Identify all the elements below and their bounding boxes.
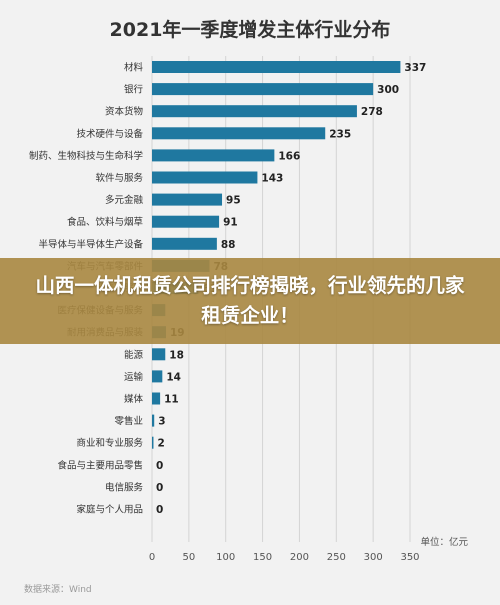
data-label: 0 (156, 460, 163, 472)
data-label: 14 (166, 371, 181, 383)
bar (152, 193, 223, 206)
category-label: 食品、饮料与烟草 (67, 216, 143, 228)
bar (152, 237, 217, 250)
category-label: 资本货物 (105, 106, 144, 118)
category-label: 银行 (124, 84, 144, 96)
chart-title: 2021年一季度增发主体行业分布 (110, 18, 391, 41)
category-label: 商业和专业服务 (76, 437, 143, 449)
unit-label: 单位：亿元 (420, 536, 468, 548)
data-label: 300 (377, 84, 399, 96)
x-tick-label: 100 (216, 552, 235, 563)
x-axis-ticks: 0 50 100 150 200 250 300 350 (149, 552, 420, 563)
bar (152, 61, 401, 73)
data-label: 91 (223, 217, 238, 229)
category-label: 食品与主要用品零售 (57, 459, 143, 471)
category-label: 运输 (124, 371, 144, 383)
bar (152, 414, 155, 427)
data-label: 95 (226, 195, 241, 207)
bar (152, 392, 161, 405)
overlay-banner: 山西一体机租赁公司排行榜揭晓，行业领先的几家租赁企业！ (0, 258, 500, 344)
data-label: 18 (169, 349, 184, 361)
category-label: 媒体 (124, 393, 144, 405)
x-tick-label: 150 (253, 552, 272, 563)
bar (152, 149, 275, 162)
data-label: 166 (278, 150, 300, 162)
x-tick-label: 250 (327, 552, 346, 563)
category-label: 技术硬件与设备 (76, 128, 143, 140)
category-label: 材料 (124, 62, 144, 74)
bar (152, 127, 326, 140)
x-tick-label: 50 (182, 552, 195, 563)
category-label: 软件与服务 (95, 172, 143, 184)
data-label: 235 (329, 128, 351, 140)
data-label: 0 (156, 482, 163, 494)
category-label: 制药、生物科技与生命科学 (29, 150, 143, 162)
category-label: 半导体与半导体生产设备 (38, 238, 143, 250)
overlay-headline: 山西一体机租赁公司排行榜揭晓，行业领先的几家租赁企业！ (35, 274, 465, 327)
x-tick-label: 350 (400, 552, 419, 563)
category-label: 家庭与个人用品 (76, 504, 143, 516)
bars (152, 61, 401, 449)
data-label: 3 (158, 416, 165, 428)
data-label: 143 (261, 173, 283, 185)
data-label: 11 (164, 394, 179, 406)
category-label: 能源 (124, 349, 144, 361)
x-tick-label: 300 (364, 552, 383, 563)
bar (152, 105, 357, 118)
data-label: 0 (156, 504, 163, 516)
data-label: 2 (157, 438, 164, 450)
source-note: 数据来源：Wind (24, 583, 92, 595)
category-label: 电信服务 (105, 481, 144, 493)
x-tick-label: 0 (149, 552, 155, 563)
bar (152, 215, 220, 228)
data-label: 88 (221, 239, 236, 251)
data-label: 278 (361, 106, 383, 118)
bar (152, 348, 166, 361)
bar (152, 436, 154, 449)
category-label: 多元金融 (105, 194, 144, 206)
data-label: 337 (404, 62, 426, 74)
bar (152, 370, 163, 383)
category-label: 零售业 (114, 415, 143, 427)
x-tick-label: 200 (290, 552, 309, 563)
bar (152, 171, 258, 184)
bar (152, 83, 374, 96)
